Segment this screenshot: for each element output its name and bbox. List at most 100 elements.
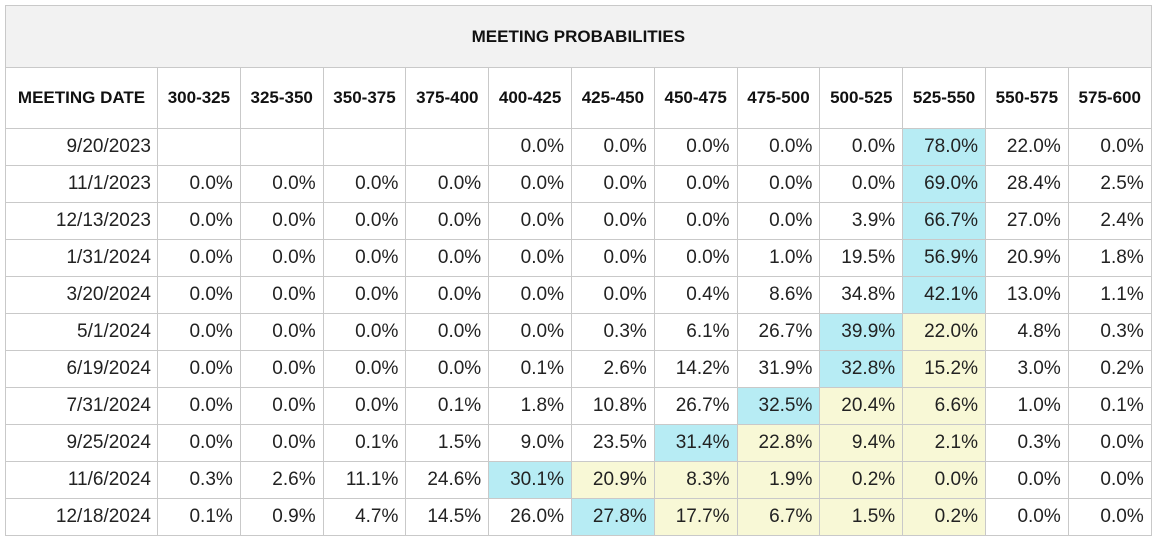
table-title: MEETING PROBABILITIES [5,5,1152,68]
probability-cell [157,128,241,166]
probability-cell: 0.2% [819,461,904,499]
probability-cell: 0.9% [239,498,324,536]
probability-cell: 0.0% [984,461,1069,499]
probability-cell: 9.0% [488,424,572,462]
column-header-rate-375-400: 375-400 [405,67,490,129]
meeting-date-cell: 6/19/2024 [5,350,158,388]
column-header-meeting-date: MEETING DATE [5,67,158,129]
probability-cell: 11.1% [322,461,407,499]
probability-cell: 0.0% [239,387,324,425]
table-title-row: MEETING PROBABILITIES [5,5,1152,68]
probability-cell: 27.8% [570,498,655,536]
probability-cell: 0.0% [653,239,738,277]
probability-cell: 0.0% [322,276,407,314]
probability-cell: 0.2% [1067,350,1152,388]
probability-cell: 13.0% [984,276,1069,314]
column-header-row: MEETING DATE 300-325 325-350 350-375 375-400… [5,67,1152,129]
probability-cell: 0.0% [405,165,490,203]
probability-cell: 26.7% [736,313,821,351]
probability-cell: 31.9% [736,350,821,388]
probability-cell: 0.1% [322,424,407,462]
table-row: 3/20/2024 0.0% 0.0% 0.0% 0.0% 0.0% 0.0% 0.4% 8.6… [5,276,1152,314]
probability-cell: 0.0% [239,239,324,277]
table-row: 11/6/2024 0.3% 2.6% 11.1% 24.6% 30.1% 20.9% 8.3… [5,461,1152,499]
column-header-rate-450-475: 450-475 [653,67,738,129]
probability-cell: 19.5% [819,239,904,277]
probability-cell [405,128,490,166]
probability-cell: 1.0% [984,387,1069,425]
table-row: 12/13/2023 0.0% 0.0% 0.0% 0.0% 0.0% 0.0% 0.0% 0.… [5,202,1152,240]
probability-cell: 8.6% [736,276,821,314]
column-header-rate-500-525: 500-525 [819,67,904,129]
probability-cell: 0.0% [653,128,738,166]
probability-cell: 4.8% [984,313,1069,351]
probability-cell: 42.1% [902,276,986,314]
probability-cell: 66.7% [902,202,986,240]
probability-cell: 2.6% [570,350,655,388]
probability-cell: 14.5% [405,498,490,536]
table-row: 1/31/2024 0.0% 0.0% 0.0% 0.0% 0.0% 0.0% 0.0% 1.0… [5,239,1152,277]
probability-cell: 3.9% [819,202,904,240]
meeting-date-cell: 7/31/2024 [5,387,158,425]
probability-cell: 0.0% [1067,498,1152,536]
probability-cell: 0.0% [570,128,655,166]
probability-cell: 20.9% [570,461,655,499]
meeting-date-cell: 12/18/2024 [5,498,158,536]
probability-cell: 0.0% [322,202,407,240]
meeting-date-cell: 12/13/2023 [5,202,158,240]
probability-cell: 0.1% [157,498,241,536]
probability-cell: 0.0% [736,128,821,166]
meeting-date-cell: 9/25/2024 [5,424,158,462]
probability-cell: 23.5% [570,424,655,462]
probability-cell: 6.7% [736,498,821,536]
column-header-rate-575-600: 575-600 [1067,67,1152,129]
table-body: 9/20/2023 0.0% 0.0% 0.0% 0.0% 0.0% 78.0% 22.0% 0… [5,128,1152,536]
probability-cell: 0.0% [984,498,1069,536]
probability-cell: 0.0% [239,276,324,314]
probability-cell: 0.0% [570,239,655,277]
probability-cell: 0.0% [653,202,738,240]
probability-cell: 4.7% [322,498,407,536]
probability-cell: 26.7% [653,387,738,425]
probability-cell: 0.4% [653,276,738,314]
probability-cell: 1.9% [736,461,821,499]
meeting-date-cell: 11/1/2023 [5,165,158,203]
probability-cell: 31.4% [653,424,738,462]
meeting-probabilities-panel: MEETING PROBABILITIES MEETING DATE 300-32… [5,5,1152,536]
probability-cell: 0.1% [405,387,490,425]
probability-cell: 0.0% [239,165,324,203]
probability-cell: 0.0% [488,128,572,166]
probability-cell: 2.4% [1067,202,1152,240]
probability-cell: 0.0% [157,387,241,425]
probability-cell: 17.7% [653,498,738,536]
probability-cell: 20.9% [984,239,1069,277]
probability-cell: 0.0% [488,313,572,351]
meeting-date-cell: 5/1/2024 [5,313,158,351]
probability-cell: 0.0% [239,350,324,388]
probability-cell: 0.0% [819,128,904,166]
probability-cell: 0.0% [405,350,490,388]
column-header-rate-525-550: 525-550 [902,67,986,129]
probability-cell: 0.0% [405,202,490,240]
probability-cell: 0.0% [488,202,572,240]
probability-cell: 0.3% [157,461,241,499]
probability-cell: 0.0% [1067,461,1152,499]
probability-cell: 1.5% [819,498,904,536]
probability-cell: 0.0% [488,239,572,277]
probability-cell: 0.0% [570,202,655,240]
table-row: 11/1/2023 0.0% 0.0% 0.0% 0.0% 0.0% 0.0% 0.0% 0.0… [5,165,1152,203]
probability-cell: 39.9% [819,313,904,351]
meeting-date-cell: 11/6/2024 [5,461,158,499]
column-header-rate-350-375: 350-375 [322,67,407,129]
probability-cell: 0.0% [322,313,407,351]
probability-cell: 69.0% [902,165,986,203]
probability-cell: 24.6% [405,461,490,499]
probability-cell: 6.6% [902,387,986,425]
probability-cell: 0.0% [322,387,407,425]
table-row: 7/31/2024 0.0% 0.0% 0.0% 0.1% 1.8% 10.8% 26.7% 3… [5,387,1152,425]
probability-cell: 0.0% [819,165,904,203]
probability-cell: 0.3% [984,424,1069,462]
probability-cell: 27.0% [984,202,1069,240]
probability-cell: 0.0% [405,239,490,277]
column-header-rate-475-500: 475-500 [736,67,821,129]
